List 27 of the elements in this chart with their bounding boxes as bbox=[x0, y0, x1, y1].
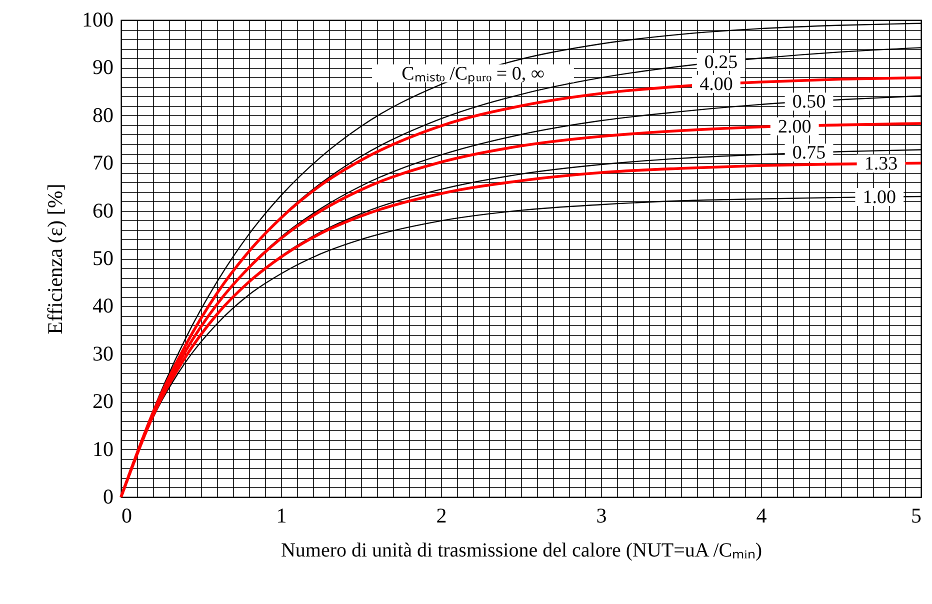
annotation: 2.00 bbox=[778, 116, 812, 138]
y-tick-label: 40 bbox=[92, 294, 114, 318]
y-tick-label: 30 bbox=[92, 341, 114, 366]
y-tick-label: 90 bbox=[92, 55, 114, 80]
annotation: 4.00 bbox=[700, 74, 733, 95]
x-tick-label: 5 bbox=[911, 504, 922, 528]
x-tick-label: 0 bbox=[122, 504, 132, 528]
y-tick-label: 60 bbox=[92, 198, 114, 222]
y-tick-label: 80 bbox=[92, 102, 114, 127]
annotation: 1.00 bbox=[862, 186, 896, 208]
y-tick-label: 20 bbox=[92, 389, 114, 414]
x-tick-label: 3 bbox=[596, 504, 607, 528]
y-tick-label: 10 bbox=[92, 436, 114, 461]
x-axis-title: Numero di unità di trasmissione del calore (NUT=uA /Cₘᵢₙ) bbox=[280, 540, 762, 562]
annotation: 0.75 bbox=[792, 142, 826, 164]
annotation: 0.25 bbox=[704, 52, 738, 73]
x-tick-label: 4 bbox=[756, 504, 768, 528]
y-tick-label: 100 bbox=[82, 8, 114, 32]
x-tick-label: 1 bbox=[276, 504, 287, 528]
annotation: 0.50 bbox=[792, 92, 826, 113]
y-axis-title: Efficienza (ε) [%] bbox=[43, 184, 67, 334]
y-tick-label: 70 bbox=[92, 150, 114, 175]
annotation: 1.33 bbox=[864, 154, 898, 175]
annotation: Cₘᵢₛₜₒ /Cₚᵤᵣₒ = 0, ∞ bbox=[402, 63, 544, 84]
y-tick-label: 0 bbox=[103, 484, 114, 508]
x-tick-label: 2 bbox=[436, 504, 447, 528]
y-tick-label: 50 bbox=[92, 246, 114, 270]
